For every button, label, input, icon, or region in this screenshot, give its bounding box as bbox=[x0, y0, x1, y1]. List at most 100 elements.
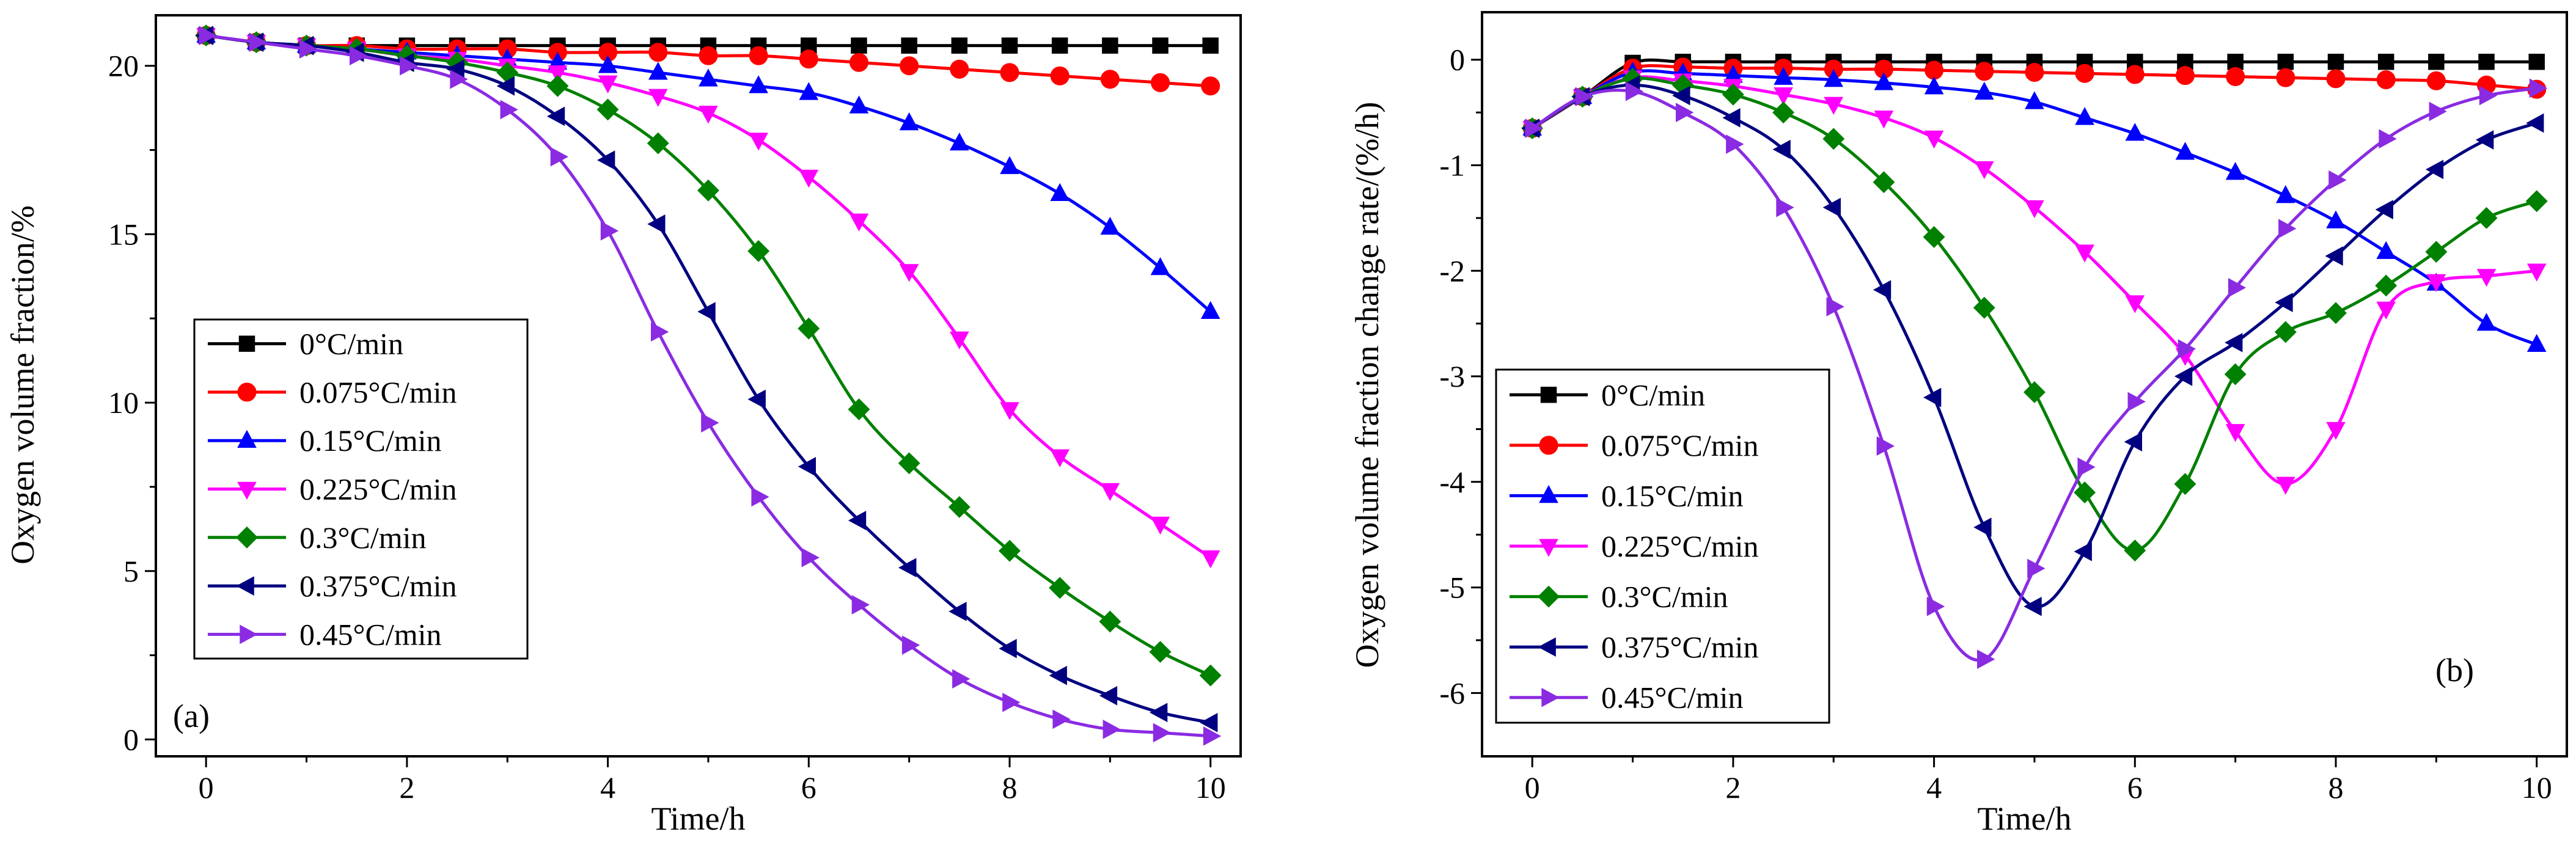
data-point bbox=[799, 82, 819, 100]
data-point bbox=[2025, 91, 2044, 109]
legend-marker bbox=[1541, 687, 1560, 707]
data-point bbox=[2274, 321, 2297, 343]
data-point bbox=[1873, 171, 1895, 194]
data-point bbox=[1726, 134, 1744, 154]
data-point bbox=[1824, 97, 1844, 115]
data-point bbox=[1153, 723, 1172, 743]
data-point bbox=[2525, 190, 2548, 213]
data-point bbox=[2275, 477, 2295, 495]
data-point bbox=[699, 106, 718, 124]
legend-marker bbox=[1540, 387, 1557, 403]
y-tick-label: 20 bbox=[108, 49, 139, 83]
data-point bbox=[2377, 53, 2394, 70]
legend-label: 0.45°C/min bbox=[1601, 681, 1744, 715]
x-tick-label: 2 bbox=[1725, 770, 1741, 805]
data-point bbox=[2326, 422, 2346, 440]
data-point bbox=[2124, 432, 2142, 452]
data-point bbox=[948, 495, 971, 518]
data-point bbox=[2376, 70, 2396, 90]
data-point bbox=[1923, 387, 1942, 407]
data-point bbox=[548, 65, 568, 84]
data-point bbox=[900, 56, 919, 76]
data-point bbox=[2526, 263, 2547, 282]
plot-frame bbox=[1481, 11, 2568, 758]
data-point bbox=[2075, 107, 2094, 125]
data-point bbox=[1050, 183, 1070, 201]
data-point bbox=[1876, 436, 1895, 456]
data-point bbox=[1199, 664, 1222, 687]
x-tick-label: 6 bbox=[2127, 770, 2143, 805]
data-point bbox=[1776, 197, 1794, 217]
data-point bbox=[1826, 297, 1844, 316]
data-point bbox=[1050, 66, 1070, 86]
legend-marker bbox=[237, 429, 257, 448]
legend-marker bbox=[236, 576, 254, 596]
x-tick-label: 4 bbox=[1926, 770, 1942, 805]
x-tick-label: 10 bbox=[2522, 770, 2552, 805]
data-point bbox=[749, 46, 768, 65]
data-point bbox=[749, 75, 768, 93]
data-point bbox=[1201, 76, 1220, 96]
legend-marker bbox=[237, 481, 257, 500]
data-point bbox=[950, 59, 969, 79]
data-point bbox=[1977, 649, 1995, 669]
legend: 0°C/min 0.075°C/min 0.15°C/min 0.225°C/min 0… bbox=[193, 318, 529, 660]
data-point bbox=[849, 95, 869, 114]
data-point bbox=[898, 558, 917, 578]
data-point bbox=[2125, 295, 2145, 313]
data-point bbox=[2326, 69, 2346, 89]
data-point bbox=[2479, 86, 2498, 106]
data-point bbox=[747, 389, 766, 409]
legend-marker bbox=[238, 335, 255, 352]
data-point bbox=[2027, 558, 2046, 579]
y-tick-label: -4 bbox=[1439, 465, 1465, 499]
data-point bbox=[1722, 108, 1741, 128]
data-point bbox=[2077, 457, 2096, 477]
data-point bbox=[2426, 71, 2446, 90]
data-point bbox=[848, 398, 870, 421]
legend-label: 0.075°C/min bbox=[299, 375, 457, 409]
legend-marker bbox=[1539, 539, 1558, 557]
y-tick-label: 5 bbox=[123, 554, 139, 588]
data-point bbox=[2023, 381, 2046, 403]
data-point bbox=[1926, 596, 1945, 616]
data-point bbox=[1200, 550, 1220, 569]
data-point bbox=[697, 179, 719, 202]
x-tick-label: 0 bbox=[1525, 770, 1540, 805]
data-point bbox=[2178, 339, 2196, 359]
data-point bbox=[2228, 278, 2247, 298]
data-point bbox=[1149, 703, 1168, 723]
data-point bbox=[2526, 334, 2547, 352]
data-point bbox=[699, 46, 718, 65]
data-point bbox=[2174, 473, 2196, 495]
panel-b-chart: 0 2 4 6 8 10 0 -1 -2 -3 -4 -5 -6 Time/h Oxygen volume … bbox=[1349, 11, 2568, 837]
data-point bbox=[2327, 53, 2344, 70]
data-point bbox=[1150, 516, 1170, 535]
data-point bbox=[849, 213, 869, 232]
data-point bbox=[999, 638, 1017, 659]
data-point bbox=[546, 106, 565, 126]
data-point bbox=[1049, 665, 1067, 685]
data-point bbox=[1000, 63, 1019, 82]
x-axis-title: Time/h bbox=[1977, 800, 2071, 837]
data-point bbox=[1525, 119, 1543, 138]
data-point bbox=[2074, 481, 2096, 504]
legend-marker bbox=[240, 624, 258, 645]
legend-label: 0.15°C/min bbox=[1601, 478, 1744, 513]
data-point bbox=[651, 322, 669, 342]
data-point bbox=[1575, 87, 1593, 107]
data-point bbox=[1625, 81, 1644, 101]
data-point bbox=[648, 89, 668, 107]
data-point bbox=[2426, 274, 2446, 293]
panel-label: (a) bbox=[173, 698, 210, 734]
x-tick-label: 2 bbox=[399, 770, 414, 805]
data-point bbox=[2275, 293, 2293, 312]
data-point bbox=[2175, 66, 2195, 86]
data-point bbox=[1973, 296, 1995, 319]
data-point bbox=[1822, 197, 1841, 217]
data-point bbox=[2075, 64, 2094, 83]
data-point bbox=[1000, 402, 1019, 420]
data-point bbox=[647, 132, 669, 155]
data-point bbox=[199, 26, 217, 45]
series-line bbox=[205, 34, 1211, 738]
